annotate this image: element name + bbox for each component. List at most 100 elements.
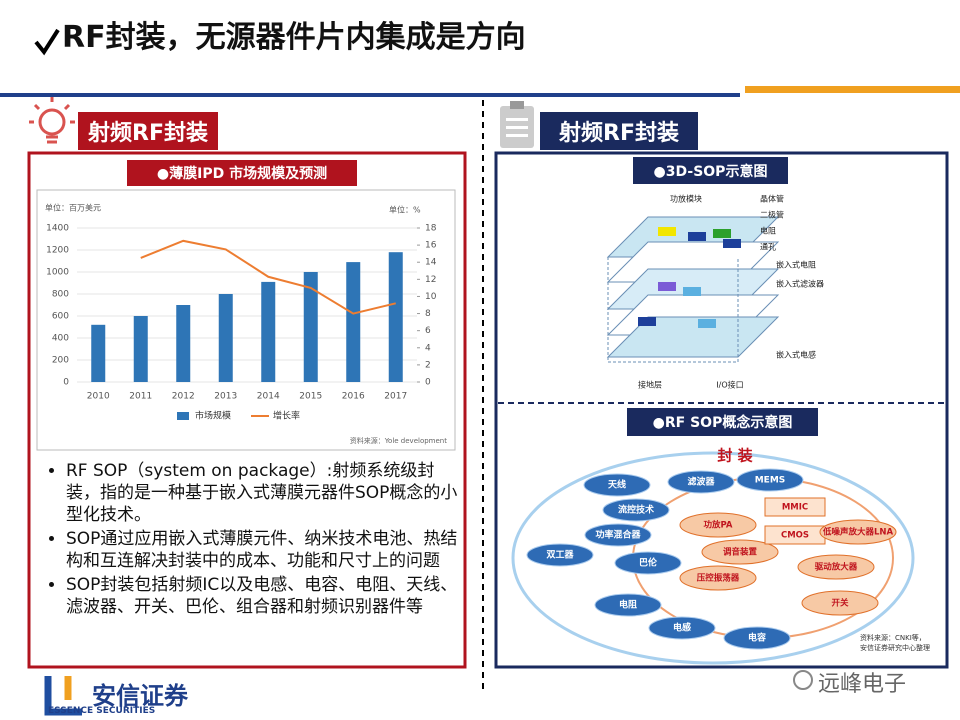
check-icon: [34, 28, 60, 56]
line: [140, 239, 396, 315]
inner-node-label: 驱动放大器: [815, 562, 858, 573]
component: [658, 227, 676, 236]
sop-label: 晶体管: [760, 194, 784, 204]
inner-node: [701, 539, 779, 565]
bar: [176, 305, 191, 382]
outer-node: [648, 616, 716, 640]
y2-tick-label: 18: [425, 224, 437, 234]
y-tick-label: 1000: [46, 268, 69, 278]
inner-node: [801, 590, 879, 616]
x-tick-label: 2012: [172, 392, 195, 402]
component: [683, 287, 701, 296]
chart-label: ●薄膜IPD 市场规模及预测: [127, 160, 357, 186]
clipboard-icon: [500, 101, 534, 148]
bullet-box: RF SOP（system on package）:射频系统级封装，指的是一种基…: [40, 460, 460, 620]
left-panel: [27, 151, 467, 669]
sop-label: 电阻: [760, 226, 776, 236]
component: [638, 317, 656, 326]
bar: [346, 262, 361, 382]
outer-node: [526, 543, 594, 567]
y-tick-label: 600: [52, 312, 69, 322]
bar: [303, 272, 318, 382]
bar: [133, 316, 148, 382]
sop-label: 二极管: [760, 210, 784, 220]
y2-tick-label: 4: [425, 343, 431, 353]
inner-node: [679, 512, 757, 538]
bullet-list: RF SOP（system on package）:射频系统级封装，指的是一种基…: [40, 460, 460, 618]
bullet: SOP封装包括射频IC以及电感、电容、电阻、天线、滤波器、开关、巴伦、组合器和射…: [66, 574, 460, 618]
outer-node: [723, 626, 791, 650]
slide-title: RF封装，无源器件片内集成是方向: [62, 20, 526, 55]
outer-node-label: 功率混合器: [595, 529, 641, 541]
component: [688, 232, 706, 241]
layer: [606, 316, 780, 358]
x-tick-label: 2010: [87, 392, 110, 402]
component: [723, 239, 741, 248]
y2-tick-label: 8: [425, 309, 431, 319]
outer-node: [614, 551, 682, 575]
sop-label: 嵌入式电阻: [776, 260, 816, 270]
y-tick-label: 1200: [46, 246, 69, 256]
y-tick-label: 1400: [46, 224, 69, 234]
x-tick-label: 2015: [299, 392, 322, 402]
y2-tick-label: 14: [425, 258, 437, 268]
inner-node: [679, 565, 757, 591]
sop-label: 功放模块: [670, 194, 702, 204]
bulb-icon: [29, 97, 75, 144]
outer-node: [667, 470, 735, 494]
watermark: 远峰电子: [818, 672, 907, 697]
outer-node-label: 滤波器: [687, 476, 715, 488]
inner-node: [797, 554, 875, 580]
outer-node-label: 电阻: [619, 599, 637, 611]
sop-label: I/O接口: [716, 380, 743, 390]
y2-tick-label: 2: [425, 360, 431, 370]
wechat-icon: [793, 670, 813, 690]
outer-node-label: 双工器: [546, 550, 574, 561]
bullet: SOP通过应用嵌入式薄膜元件、纳米技术电池、热结构和互连解决封装中的成本、功能和…: [66, 528, 460, 572]
sop-label: 嵌入式电感: [776, 350, 816, 360]
y2-tick-label: 0: [425, 378, 431, 388]
legend-swatch: [177, 412, 189, 420]
y2-tick-label: 12: [425, 275, 436, 285]
bar: [261, 281, 276, 382]
inner-node-label: 调音装置: [723, 547, 758, 558]
inner-node-label: 开关: [831, 598, 849, 609]
outer-node: [736, 468, 804, 492]
inner-node-label: 功放PA: [703, 520, 732, 531]
x-tick-label: 2016: [342, 392, 365, 402]
y-unit: 单位：百万美元: [45, 203, 101, 213]
y2-tick-label: 10: [425, 292, 437, 302]
outer-node-label: 电感: [673, 622, 691, 634]
bar: [388, 252, 403, 382]
outer-node-label: 巴伦: [639, 557, 658, 569]
component: [658, 282, 676, 291]
inner-node-label: 压控振荡器: [697, 573, 740, 584]
legend-label: 市场规模: [195, 410, 231, 422]
top-accent: [745, 86, 960, 93]
left-header: 射频RF封装: [78, 112, 218, 150]
y2-tick-label: 16: [425, 241, 437, 251]
chart-source: 资料来源：Yole development: [350, 436, 448, 445]
inner-node-label: CMOS: [781, 531, 809, 541]
y-tick-label: 0: [63, 378, 69, 388]
concept-source: 安信证券研究中心整理: [860, 643, 930, 652]
inner-node-label: MMIC: [782, 503, 808, 513]
diagram2-label: ●RF SOP概念示意图: [627, 408, 818, 436]
outer-node-label: 流控技术: [618, 504, 654, 516]
inner-node: [764, 497, 826, 517]
logo-cn: 安信证券: [92, 682, 188, 710]
bar: [91, 324, 106, 382]
chart-frame: [36, 189, 456, 451]
inner-node-label: 低噪声放大器LNA: [822, 527, 894, 538]
y2-tick-label: 6: [425, 326, 431, 336]
logo-icon: [44, 676, 82, 716]
outer-node: [584, 523, 652, 547]
outer-node: [594, 593, 662, 617]
sop-label: 接地层: [638, 380, 662, 390]
diagram1-label: ●3D-SOP示意图: [633, 157, 788, 184]
x-tick-label: 2017: [384, 392, 407, 402]
right-header: 射频RF封装: [540, 112, 698, 150]
layer-side: [607, 257, 739, 363]
